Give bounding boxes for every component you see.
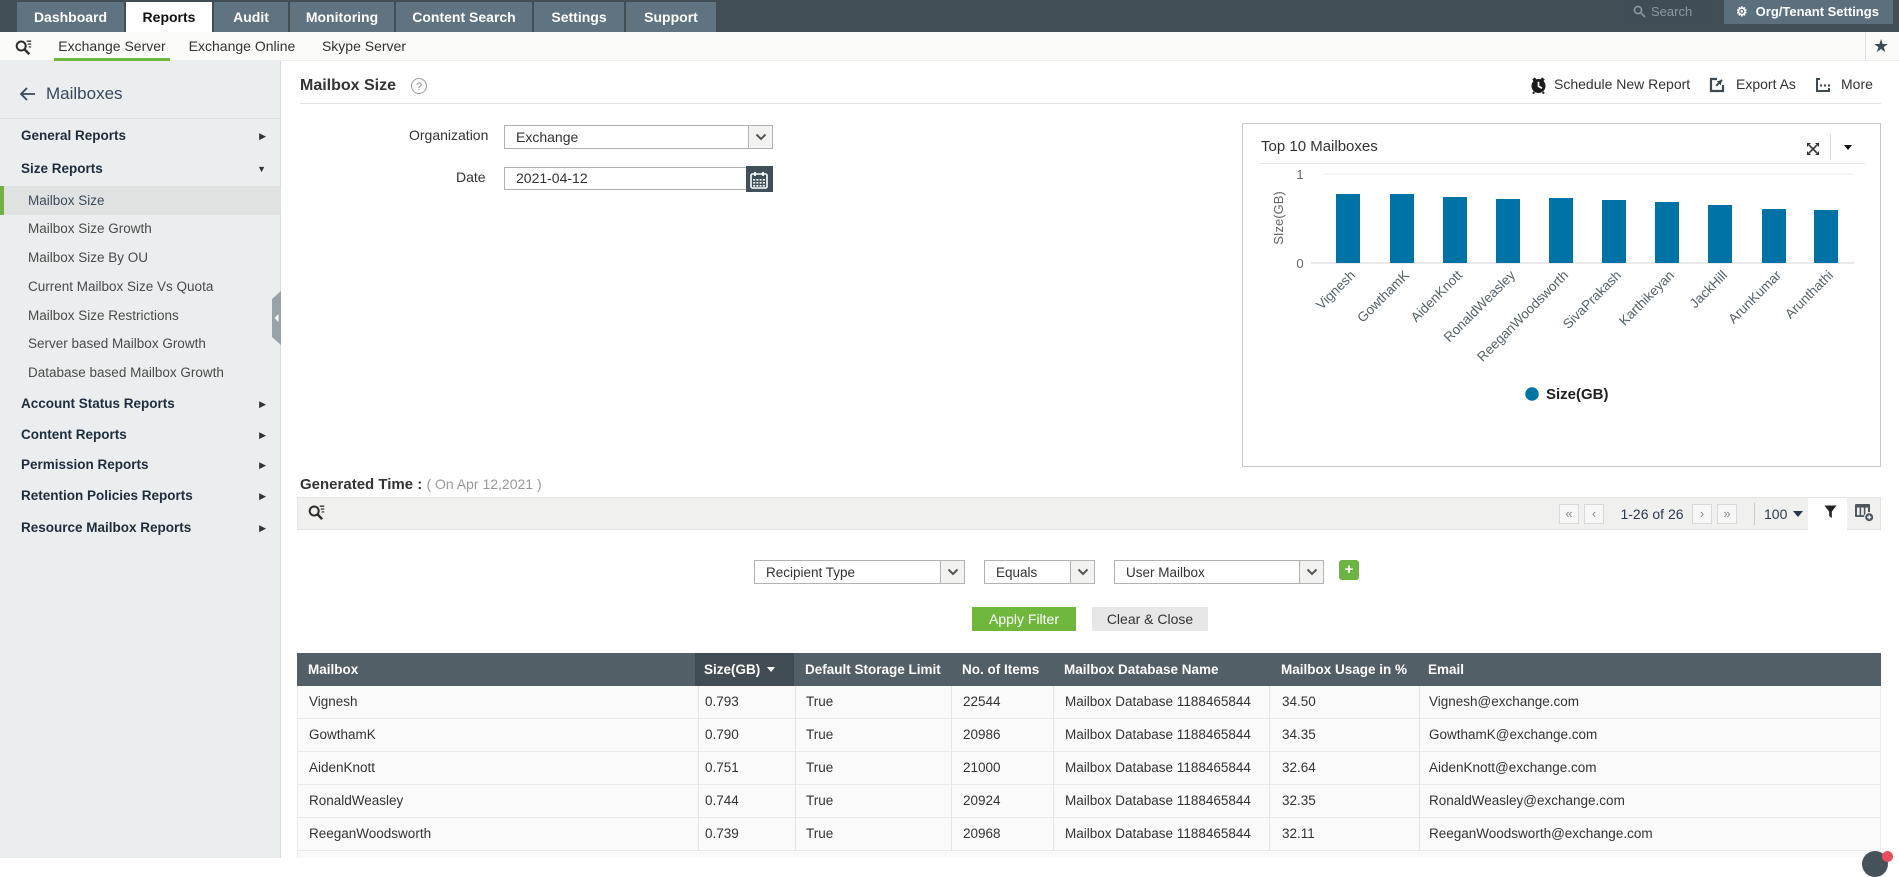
svg-text:Karthikeyan: Karthikeyan (1616, 268, 1677, 329)
svg-text:1: 1 (1296, 167, 1303, 182)
svg-text:Size(GB): Size(GB) (1546, 386, 1609, 403)
svg-text:SIze(GB): SIze(GB) (1271, 191, 1286, 244)
svg-text:AidenKnott: AidenKnott (1408, 267, 1465, 324)
svg-text:Vignesh: Vignesh (1313, 268, 1358, 313)
svg-text:GowthamK: GowthamK (1354, 268, 1412, 326)
svg-text:0: 0 (1296, 256, 1303, 271)
svg-text:ReeganWoodsworth: ReeganWoodsworth (1474, 268, 1571, 365)
svg-text:ArunKumar: ArunKumar (1725, 267, 1784, 326)
svg-text:Arunthathi: Arunthathi (1782, 268, 1836, 322)
svg-text:JackHill: JackHill (1687, 268, 1730, 311)
